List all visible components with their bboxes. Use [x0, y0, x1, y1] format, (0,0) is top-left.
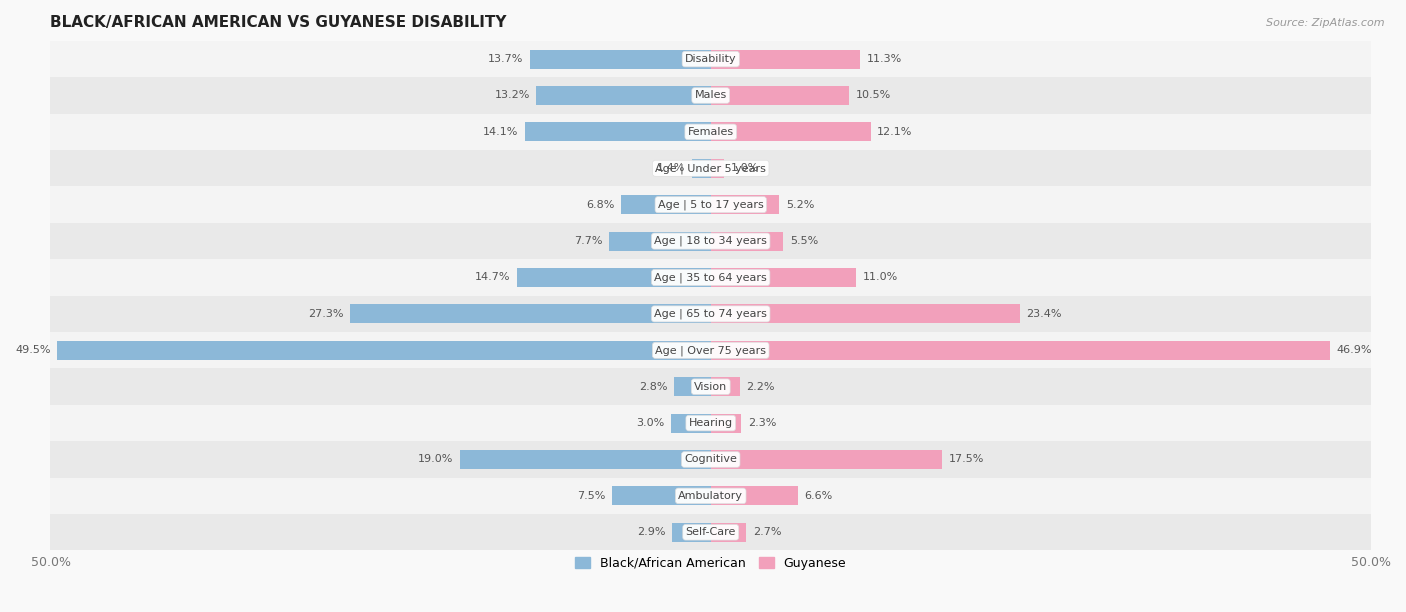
Bar — [673, 377, 711, 396]
Text: 5.2%: 5.2% — [786, 200, 814, 210]
Text: Age | 35 to 64 years: Age | 35 to 64 years — [654, 272, 768, 283]
Bar — [711, 122, 870, 141]
Text: Age | 5 to 17 years: Age | 5 to 17 years — [658, 200, 763, 210]
Text: 5.5%: 5.5% — [790, 236, 818, 246]
Bar — [711, 450, 942, 469]
Text: 49.5%: 49.5% — [15, 345, 51, 356]
Bar — [51, 41, 1371, 77]
Text: 7.5%: 7.5% — [576, 491, 605, 501]
Bar — [612, 487, 711, 506]
Text: Cognitive: Cognitive — [685, 455, 737, 465]
Text: 23.4%: 23.4% — [1026, 309, 1062, 319]
Text: Vision: Vision — [695, 382, 727, 392]
Text: 12.1%: 12.1% — [877, 127, 912, 137]
Bar — [51, 150, 1371, 187]
Text: 3.0%: 3.0% — [637, 418, 665, 428]
Bar — [51, 405, 1371, 441]
Bar — [524, 122, 711, 141]
Bar — [711, 159, 724, 177]
Text: 2.3%: 2.3% — [748, 418, 776, 428]
Text: 14.7%: 14.7% — [475, 272, 510, 283]
Bar — [51, 368, 1371, 405]
Text: 7.7%: 7.7% — [574, 236, 602, 246]
Text: 19.0%: 19.0% — [418, 455, 453, 465]
Bar — [530, 50, 711, 69]
Bar — [711, 268, 856, 287]
Bar — [711, 86, 849, 105]
Text: 6.6%: 6.6% — [804, 491, 832, 501]
Text: 13.7%: 13.7% — [488, 54, 523, 64]
Bar — [51, 259, 1371, 296]
Text: 2.2%: 2.2% — [747, 382, 775, 392]
Text: 1.4%: 1.4% — [657, 163, 686, 173]
Text: 13.2%: 13.2% — [495, 91, 530, 100]
Bar — [711, 304, 1019, 323]
Bar — [350, 304, 711, 323]
Text: Males: Males — [695, 91, 727, 100]
Bar — [51, 296, 1371, 332]
Bar — [516, 268, 711, 287]
Text: Source: ZipAtlas.com: Source: ZipAtlas.com — [1267, 18, 1385, 28]
Bar — [51, 332, 1371, 368]
Bar — [692, 159, 711, 177]
Text: 27.3%: 27.3% — [308, 309, 343, 319]
Text: Age | Under 5 years: Age | Under 5 years — [655, 163, 766, 174]
Text: 2.7%: 2.7% — [754, 528, 782, 537]
Text: 2.9%: 2.9% — [637, 528, 666, 537]
Text: 46.9%: 46.9% — [1337, 345, 1372, 356]
Text: Ambulatory: Ambulatory — [678, 491, 744, 501]
Text: Females: Females — [688, 127, 734, 137]
Bar — [711, 523, 747, 542]
Legend: Black/African American, Guyanese: Black/African American, Guyanese — [571, 552, 851, 575]
Bar — [51, 114, 1371, 150]
Bar — [609, 231, 711, 250]
Bar — [711, 377, 740, 396]
Bar — [51, 223, 1371, 259]
Bar — [672, 523, 711, 542]
Bar — [51, 77, 1371, 114]
Text: Age | 18 to 34 years: Age | 18 to 34 years — [654, 236, 768, 247]
Text: 2.8%: 2.8% — [638, 382, 668, 392]
Text: BLACK/AFRICAN AMERICAN VS GUYANESE DISABILITY: BLACK/AFRICAN AMERICAN VS GUYANESE DISAB… — [51, 15, 508, 30]
Bar — [711, 487, 797, 506]
Text: Age | Over 75 years: Age | Over 75 years — [655, 345, 766, 356]
Text: 6.8%: 6.8% — [586, 200, 614, 210]
Bar — [537, 86, 711, 105]
Text: 11.3%: 11.3% — [866, 54, 901, 64]
Bar — [711, 231, 783, 250]
Bar — [51, 441, 1371, 478]
Bar — [711, 341, 1330, 360]
Text: Disability: Disability — [685, 54, 737, 64]
Bar — [460, 450, 711, 469]
Bar — [51, 514, 1371, 551]
Text: Hearing: Hearing — [689, 418, 733, 428]
Text: Age | 65 to 74 years: Age | 65 to 74 years — [654, 308, 768, 319]
Bar — [711, 50, 860, 69]
Bar — [671, 414, 711, 433]
Text: 11.0%: 11.0% — [863, 272, 898, 283]
Text: 14.1%: 14.1% — [482, 127, 517, 137]
Text: 10.5%: 10.5% — [856, 91, 891, 100]
Bar — [51, 187, 1371, 223]
Text: 17.5%: 17.5% — [949, 455, 984, 465]
Bar — [58, 341, 711, 360]
Text: Self-Care: Self-Care — [686, 528, 735, 537]
Text: 1.0%: 1.0% — [731, 163, 759, 173]
Bar — [711, 195, 779, 214]
Bar — [711, 414, 741, 433]
Bar — [51, 478, 1371, 514]
Bar — [621, 195, 711, 214]
